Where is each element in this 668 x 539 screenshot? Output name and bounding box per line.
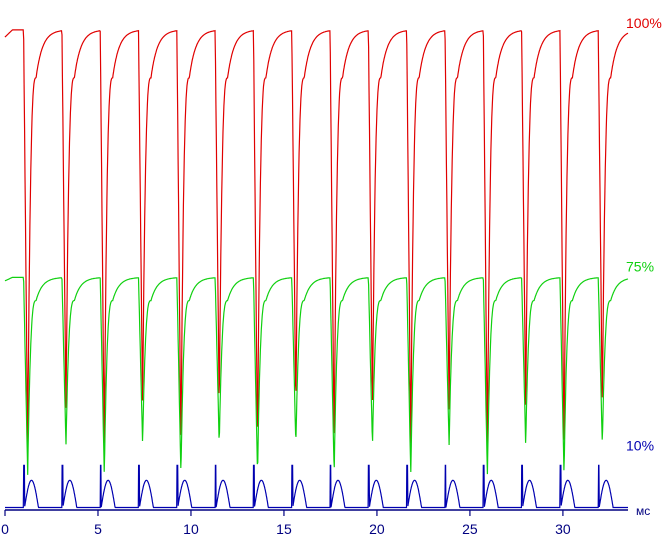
series-label-75-pct: 75% xyxy=(626,258,654,274)
x-axis-unit-label: мс xyxy=(636,504,650,518)
x-tick-label: 15 xyxy=(276,521,292,537)
x-tick-label: 25 xyxy=(462,521,478,537)
series-label-10-pct: 10% xyxy=(626,437,654,453)
x-tick-label: 30 xyxy=(555,521,571,537)
series-line-75-pct xyxy=(4,276,629,475)
series-line-10-pct xyxy=(5,464,628,509)
x-tick-label: 20 xyxy=(369,521,385,537)
series-labels: 100% 75% 10% xyxy=(626,15,662,453)
x-tick-label: 0 xyxy=(1,521,9,537)
x-tick-label: 10 xyxy=(183,521,199,537)
series-line-100-pct xyxy=(4,29,629,450)
series-layer xyxy=(4,29,629,509)
x-tick-label: 5 xyxy=(94,521,102,537)
x-ticks: 0 5 10 15 20 25 30 xyxy=(1,510,571,537)
series-label-100-pct: 100% xyxy=(626,15,662,31)
